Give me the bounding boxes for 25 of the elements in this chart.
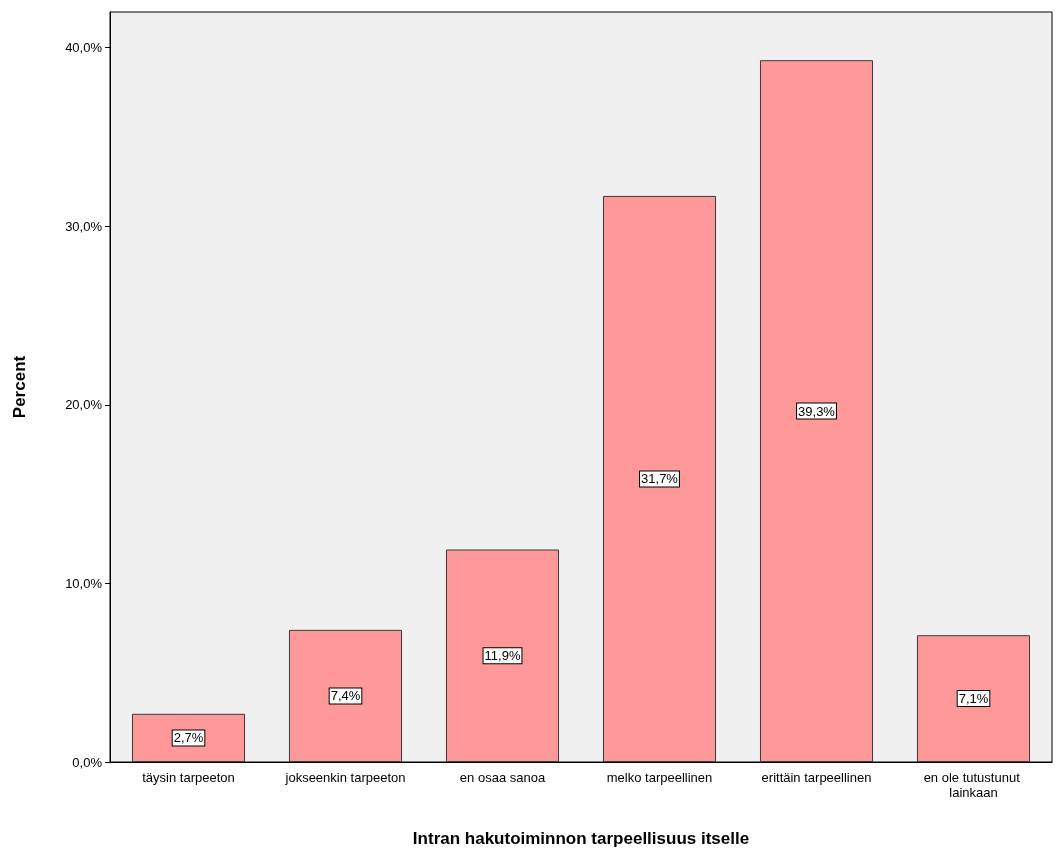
data-label: 39,3% [798, 403, 836, 419]
x-tick-label: erittäin tarpeellinen [761, 770, 872, 785]
x-tick-label: melko tarpeellinen [606, 770, 713, 785]
y-tick-label: 10,0% [65, 575, 103, 591]
y-tick-label: 30,0% [65, 218, 103, 234]
bar [445, 549, 560, 762]
bar [602, 195, 717, 762]
data-label: 7,1% [958, 691, 989, 707]
bar [759, 60, 874, 762]
data-label: 31,7% [641, 471, 679, 487]
bar [916, 635, 1031, 762]
x-tick-label: en ole tutustunut lainkaan [923, 770, 1024, 800]
y-tick-label: 20,0% [65, 397, 103, 413]
x-tick-label: jokseenkin tarpeeton [284, 770, 406, 785]
data-label: 2,7% [173, 730, 204, 746]
x-tick-label: täysin tarpeeton [142, 770, 235, 785]
y-axis-title: Percent [10, 355, 29, 419]
bar [288, 629, 403, 762]
data-label: 11,9% [484, 648, 521, 664]
bar [131, 713, 246, 762]
x-tick-label: en osaa sanoa [459, 770, 546, 785]
data-label: 7,4% [330, 688, 361, 704]
x-axis-title: Intran hakutoiminnon tarpeellisuus itselle [412, 829, 750, 848]
y-tick-label: 0,0% [72, 754, 103, 770]
y-tick-label: 40,0% [65, 40, 103, 56]
